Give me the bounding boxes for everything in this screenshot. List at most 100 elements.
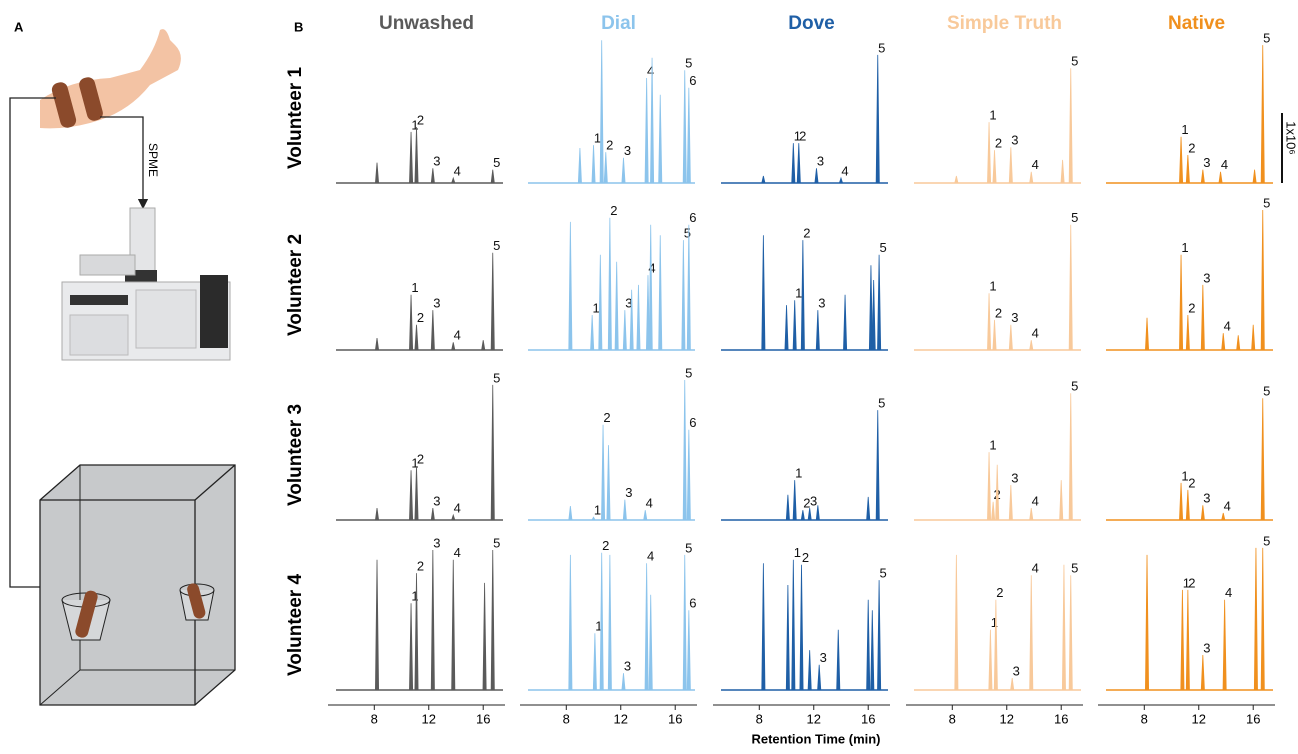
peak-label: 5 (1263, 31, 1270, 46)
x-axis-label: Retention Time (min) (751, 731, 880, 746)
peak (1029, 508, 1034, 521)
peak (636, 284, 641, 351)
peak (568, 505, 573, 521)
peak-label: 2 (417, 112, 424, 127)
peak (644, 563, 649, 691)
peak-label: 5 (685, 540, 692, 555)
peak (482, 582, 487, 691)
peak-label: 1 (411, 280, 418, 295)
peak (1185, 154, 1190, 184)
peak (817, 664, 822, 691)
peak (614, 261, 619, 351)
peak (374, 338, 380, 351)
peak-label: 5 (493, 370, 500, 385)
peak (451, 559, 456, 691)
peak (686, 224, 691, 351)
column-title: Dove (788, 13, 834, 34)
peak (686, 429, 691, 521)
peak (1029, 575, 1034, 691)
peak (1179, 136, 1184, 184)
peak (1252, 169, 1257, 184)
peak (836, 629, 841, 691)
peak (814, 168, 819, 184)
peak (430, 549, 435, 691)
peak (868, 265, 873, 351)
peak (451, 176, 456, 184)
scale-bar-label: 1x10⁶ (1284, 121, 1298, 155)
arm (40, 29, 181, 129)
peak (1221, 512, 1226, 521)
peak (1068, 68, 1073, 184)
peak-label: 5 (493, 155, 500, 170)
peak (1260, 209, 1265, 351)
peak-label: 1 (595, 619, 602, 634)
peak (374, 508, 380, 521)
peak-label: 2 (417, 452, 424, 467)
peak-label: 5 (879, 566, 886, 581)
peak (681, 240, 686, 351)
peak-label: 1 (593, 300, 600, 315)
peak-label: 3 (624, 143, 631, 158)
peak (992, 150, 997, 184)
peak-label: 4 (646, 496, 653, 511)
bracelet (79, 77, 103, 121)
column-title: Native (1168, 13, 1225, 34)
peak (629, 289, 634, 351)
panel-label: B (294, 19, 303, 34)
peak (807, 508, 812, 521)
peak (430, 168, 435, 184)
peak-label: 3 (433, 296, 440, 311)
peak-label: 5 (685, 365, 692, 380)
peak-label: 2 (603, 410, 610, 425)
x-tick-label: 16 (668, 711, 682, 726)
peak-label: 1 (794, 545, 801, 560)
peak (988, 629, 993, 691)
peak-label: 1 (411, 589, 418, 604)
peak-label: 4 (1032, 561, 1039, 576)
peak (622, 499, 627, 521)
peak (598, 254, 603, 351)
peak (1260, 45, 1265, 184)
peak (606, 445, 611, 521)
peak-label: 1 (411, 456, 418, 471)
peak-label: 3 (625, 296, 632, 311)
peak-label: 3 (433, 494, 440, 509)
x-tick-label: 8 (563, 711, 570, 726)
peak (992, 319, 997, 351)
peak (1029, 171, 1034, 184)
row-label: Volunteer 4 (285, 574, 306, 676)
peak (591, 516, 596, 521)
arrow-label: SPME (146, 143, 160, 177)
peak-label: 2 (1188, 475, 1195, 490)
peak-label: 1 (989, 438, 996, 453)
peak-label: 2 (1188, 300, 1195, 315)
bracelet (51, 82, 77, 128)
chamber (39, 464, 236, 706)
peak-label: 2 (1188, 140, 1195, 155)
peak (761, 563, 766, 691)
peak-label: 2 (602, 538, 609, 553)
x-tick-label: 16 (1054, 711, 1068, 726)
peak (1185, 314, 1190, 351)
peak-label: 1 (594, 131, 601, 146)
peak-label: 5 (1263, 533, 1270, 548)
peak-label: 5 (878, 40, 885, 55)
peak (591, 145, 596, 184)
peak (375, 559, 380, 691)
peak (761, 235, 766, 351)
peak (645, 275, 650, 351)
peak (1145, 554, 1150, 691)
peak-label: 5 (1071, 210, 1078, 225)
peak (590, 314, 595, 351)
peak-label: 3 (1203, 270, 1210, 285)
peak (607, 217, 612, 351)
peak (658, 94, 663, 184)
x-tick-label: 12 (422, 711, 436, 726)
peak (1060, 159, 1065, 184)
peak (621, 673, 626, 691)
peak-label: 3 (625, 485, 632, 500)
peak (1185, 589, 1190, 691)
peak (451, 342, 456, 351)
peak (430, 508, 435, 521)
peak (481, 340, 486, 351)
